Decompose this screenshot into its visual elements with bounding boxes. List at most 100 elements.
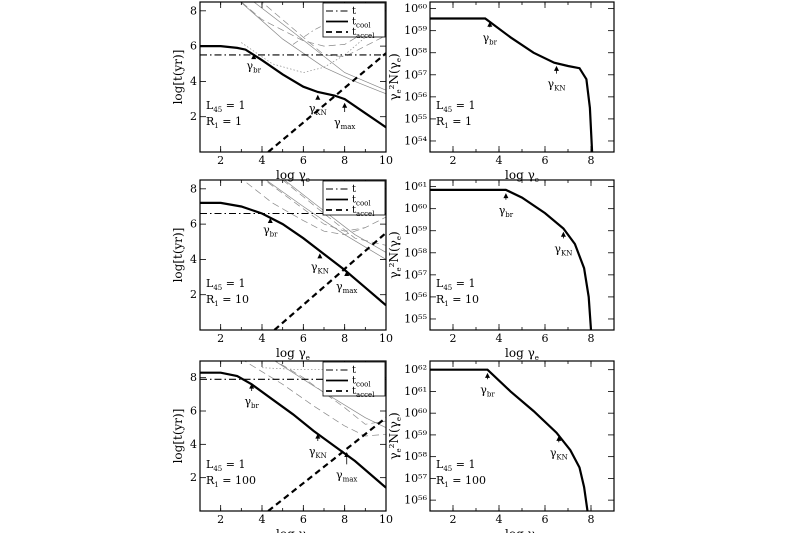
- arrow-head: [251, 54, 257, 60]
- legend-entry: t: [352, 184, 356, 195]
- model-curve-faint: [283, 180, 386, 253]
- param-R1: R1 = 100: [436, 474, 486, 489]
- y-tick-label: 4: [190, 253, 197, 266]
- x-tick-label: 8: [341, 332, 348, 345]
- y-tick-label: 10⁵⁴: [404, 134, 427, 147]
- legend-entry: taccel: [352, 205, 375, 218]
- x-tick-label: 6: [300, 513, 307, 526]
- y-tick-label: 4: [190, 438, 197, 451]
- arrow-head: [560, 231, 566, 237]
- annotation-gamma-max: γmax: [336, 468, 357, 483]
- annotation-gamma-br: γbr: [483, 31, 498, 46]
- arrow-head: [485, 372, 490, 378]
- x-axis-label: log γe: [505, 527, 539, 533]
- y-tick-label: 10⁶⁰: [404, 407, 427, 420]
- x-tick-label: 2: [450, 154, 457, 167]
- y-tick-label: 2: [190, 471, 197, 484]
- annotation-gamma-kn: γKN: [548, 78, 566, 93]
- x-tick-label: 6: [542, 332, 549, 345]
- legend-entry: tcool: [352, 17, 371, 30]
- series-line-taccel: [267, 52, 386, 152]
- model-curve-faint: [265, 180, 386, 260]
- param-R1: R1 = 1: [436, 115, 472, 130]
- x-tick-label: 2: [450, 332, 457, 345]
- param-R1: R1 = 1: [206, 115, 242, 130]
- y-tick-label: 4: [190, 75, 197, 88]
- arrow-head: [556, 435, 562, 441]
- x-tick-label: 10: [379, 513, 393, 526]
- x-tick-label: 4: [259, 154, 266, 167]
- x-tick-label: 2: [217, 332, 224, 345]
- legend-box: [322, 361, 386, 397]
- param-L45: L45 = 1: [206, 99, 245, 114]
- x-tick-label: 2: [450, 513, 457, 526]
- plot-area: [200, 2, 386, 152]
- panel-timescales-r10: 2 4 6 8 10 2 4 6 8 log γe log[t(yr)] L45 = 1R1 = 10…: [171, 179, 393, 362]
- annotation-gamma-br: γbr: [480, 383, 495, 398]
- model-curve-faint: [261, 367, 345, 370]
- plot-frame: [429, 1, 615, 153]
- param-L45: L45 = 1: [436, 458, 475, 473]
- x-tick-label: 6: [542, 513, 549, 526]
- y-tick-label: 10⁵⁹: [404, 24, 427, 37]
- x-tick-label: 4: [496, 513, 503, 526]
- param-L45: L45 = 1: [436, 277, 475, 292]
- panel-spectrum-r10: 2 4 6 8 10⁵⁵ 10⁵⁶ 10⁵⁷ 10⁵⁸ 10⁵⁹ 10⁶⁰ 10⁶¹ log γe γe…: [387, 179, 615, 362]
- x-tick-label: 4: [496, 154, 503, 167]
- y-axis-label: γe²N(γe): [387, 53, 403, 100]
- x-tick-label: 2: [217, 154, 224, 167]
- y-tick-label: 10⁵⁶: [404, 494, 427, 507]
- legend-entry: taccel: [352, 386, 375, 399]
- y-tick-label: 10⁵⁶: [404, 290, 427, 303]
- x-tick-label: 6: [300, 332, 307, 345]
- y-tick-label: 10⁶²: [404, 363, 427, 376]
- series-line-eNe: [430, 188, 593, 330]
- series-line-eNe: [430, 368, 589, 511]
- y-axis-label: γe²N(γe): [387, 231, 403, 278]
- y-tick-label: 10⁶⁰: [404, 2, 427, 15]
- y-tick-label: 8: [190, 182, 197, 195]
- y-tick-label: 10⁵⁸: [404, 246, 427, 259]
- y-tick-label: 6: [190, 218, 197, 231]
- y-tick-label: 10⁶¹: [404, 180, 427, 193]
- x-tick-label: 10: [379, 154, 393, 167]
- param-L45: L45 = 1: [206, 458, 245, 473]
- legend-entry: t: [352, 365, 356, 376]
- y-tick-label: 10⁵⁵: [404, 112, 427, 125]
- annotation-gamma-br: γbr: [244, 395, 259, 410]
- x-tick-label: 4: [496, 332, 503, 345]
- arrow-head: [503, 193, 509, 199]
- model-curve-faint: [240, 2, 366, 47]
- y-axis-label: log[t(yr)]: [171, 409, 185, 464]
- model-curve-faint: [242, 180, 366, 236]
- y-tick-label: 10⁵⁸: [404, 450, 427, 463]
- annotation-gamma-br: γbr: [247, 60, 262, 75]
- y-axis-label: γe²N(γe): [387, 412, 403, 459]
- legend-box: [322, 2, 386, 38]
- x-tick-label: 8: [588, 513, 595, 526]
- model-curve-faint: [261, 2, 386, 58]
- x-tick-label: 6: [542, 154, 549, 167]
- x-axis-label: log γe: [276, 527, 310, 533]
- model-curve-faint: [253, 2, 386, 91]
- y-axis-label: log[t(yr)]: [171, 50, 185, 105]
- y-tick-label: 10⁵⁶: [404, 90, 427, 103]
- legend-box: [322, 180, 386, 216]
- x-axis-label: log γe: [276, 168, 310, 184]
- annotation-gamma-max: γmax: [334, 116, 355, 131]
- y-axis-label: log[t(yr)]: [171, 228, 185, 283]
- y-tick-label: 10⁵⁷: [404, 472, 427, 485]
- y-tick-label: 10⁶⁰: [404, 202, 427, 215]
- arrow-head: [249, 383, 255, 389]
- param-L45: L45 = 1: [206, 277, 245, 292]
- model-curve-faint: [282, 180, 386, 246]
- panel-timescales-r1: 2 4 6 8 10 2 4 6 8 log γe log[t(yr)] L45 = 1R1 = 1 γ…: [171, 1, 393, 184]
- plot-area: [430, 17, 594, 152]
- param-L45: L45 = 1: [436, 99, 475, 114]
- y-tick-label: 10⁵⁷: [404, 268, 427, 281]
- annotation-gamma-kn: γKN: [309, 445, 327, 460]
- arrow-head: [344, 271, 350, 276]
- plot-frame: [429, 360, 615, 512]
- x-tick-label: 4: [259, 513, 266, 526]
